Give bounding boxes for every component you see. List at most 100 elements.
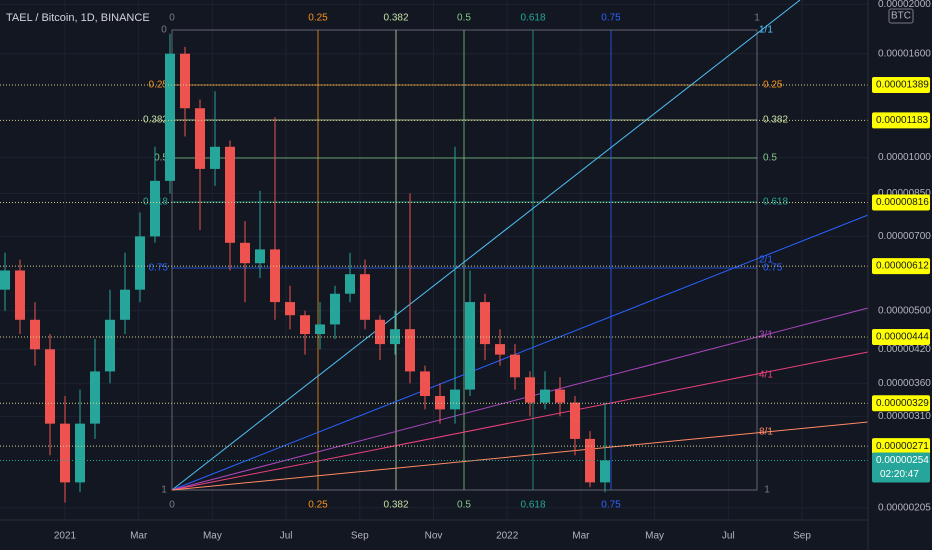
y-tick-label: 0.00000360 (878, 378, 931, 389)
y-tick-label: 0.00000420 (878, 344, 931, 355)
y-tick-label: 0.00002000 (878, 0, 931, 10)
fib-end-label: 0 (169, 500, 175, 511)
currency-label: BTC (891, 11, 911, 22)
x-tick-label: Sep (351, 531, 369, 542)
y-tick-label: 0.00001000 (878, 152, 931, 163)
price-tag-label: 0.00000271 (876, 441, 929, 452)
fib-end-label: 1 (754, 13, 760, 24)
price-tag-label: 0.00000816 (876, 197, 929, 208)
fib-label: 0.25 (149, 80, 169, 91)
candle-body (45, 349, 55, 424)
fib-box (171, 29, 758, 491)
candle-body (360, 274, 370, 320)
current-price-label: 0.00000254 (876, 455, 929, 466)
y-tick-label: 0.00000700 (878, 231, 931, 242)
x-tick-label: 2021 (54, 531, 77, 542)
price-tag (872, 76, 930, 93)
fib-label: 0.618 (520, 13, 545, 24)
fib-label: 0.75 (763, 263, 783, 274)
fib-label: 0.25 (308, 13, 328, 24)
fib-label: 0.5 (154, 153, 168, 164)
y-tick-label: 0.00001600 (878, 48, 931, 59)
candle-body (405, 329, 415, 372)
price-tag (872, 194, 930, 211)
fib-label: 0.382 (383, 13, 408, 24)
x-tick-label: Jul (280, 531, 293, 542)
fan-line (171, 0, 801, 491)
y-tick-label: 0.00000500 (878, 305, 931, 316)
fib-label: 0.382 (143, 115, 168, 126)
candle-body (570, 402, 580, 439)
fib-label: 0.618 (763, 197, 788, 208)
candle-body (15, 270, 25, 320)
x-tick-label: May (203, 531, 222, 542)
candle-body (210, 146, 220, 169)
fib-label: 0.382 (383, 500, 408, 511)
candle-body (240, 242, 250, 264)
fib-label: 0.25 (308, 500, 328, 511)
fib-label: 0.5 (763, 153, 777, 164)
current-price-tag (872, 452, 930, 483)
fib-label: 0.618 (520, 500, 545, 511)
candle-body (450, 389, 460, 410)
y-tick-label: 0.00000850 (878, 188, 931, 199)
candle-body (30, 319, 40, 350)
fan-label: 1/1 (759, 25, 773, 36)
candle-body (105, 319, 115, 372)
candle-body (225, 146, 235, 243)
candle-body (510, 354, 520, 378)
fan-line (171, 307, 869, 491)
fan-label: 2/1 (759, 255, 773, 266)
price-tag (872, 112, 930, 129)
fib-end-label: 1 (764, 485, 770, 496)
candle-body (375, 319, 385, 345)
currency-box (888, 8, 914, 24)
candle-body (330, 293, 340, 325)
fib-label: 0.75 (149, 263, 169, 274)
candle-body (315, 324, 325, 335)
candle-body (420, 371, 430, 396)
price-tag-label: 0.00000329 (876, 398, 929, 409)
candle-body (345, 274, 355, 294)
x-tick-label: May (645, 531, 664, 542)
candle-body (120, 289, 130, 320)
price-tag-label: 0.00000612 (876, 261, 929, 272)
candle-body (600, 460, 610, 483)
candle-body (90, 371, 100, 424)
candle-body (75, 423, 85, 483)
candle-body (465, 302, 475, 390)
candle-body (60, 423, 70, 483)
x-tick-label: Mar (130, 531, 148, 542)
candle-body (480, 302, 490, 345)
fib-label: 0.382 (763, 115, 788, 126)
fan-label: 8/1 (759, 427, 773, 438)
fan-label: 3/1 (759, 330, 773, 341)
candle-body (495, 344, 505, 355)
candle-body (195, 108, 205, 169)
price-tag (872, 258, 930, 275)
candle-body (165, 53, 175, 181)
price-tag (872, 329, 930, 346)
candle-body (525, 377, 535, 403)
candle-body (150, 180, 160, 237)
candle-body (300, 315, 310, 335)
fib-label: 0.25 (763, 80, 783, 91)
x-tick-label: Nov (425, 531, 443, 542)
candle-body (555, 389, 565, 403)
fan-label: 4/1 (759, 370, 773, 381)
candle-body (180, 53, 190, 109)
candle-body (390, 329, 400, 345)
candle-body (135, 236, 145, 290)
fib-label: 0.5 (457, 13, 471, 24)
x-tick-label: Mar (572, 531, 590, 542)
price-tag-label: 0.00000444 (876, 332, 929, 343)
y-tick-label: 0.00000205 (878, 502, 931, 513)
fib-label: 0.75 (601, 500, 621, 511)
price-tag-label: 0.00001183 (876, 115, 929, 126)
candle-body (285, 302, 295, 316)
fan-line (171, 421, 869, 491)
fib-label: 0.75 (601, 13, 621, 24)
fan-line (171, 214, 869, 491)
x-tick-label: Jul (722, 531, 735, 542)
